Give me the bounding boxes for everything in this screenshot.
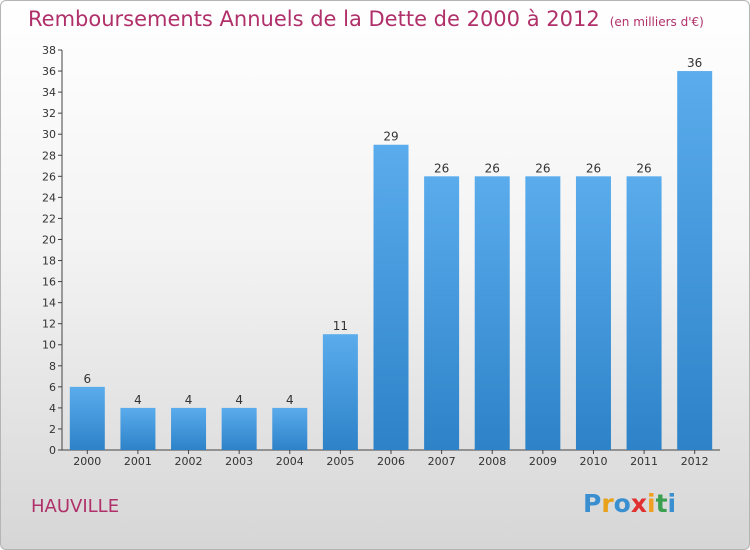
bar: [120, 407, 156, 450]
y-tick-label: 12: [42, 318, 56, 331]
data-label: 26: [434, 161, 449, 175]
data-label: 11: [333, 319, 348, 333]
x-tick-label: 2007: [428, 455, 456, 468]
logo-letter: i: [647, 489, 656, 518]
chart-title: Remboursements Annuels de la Dette de 20…: [28, 7, 704, 31]
x-tick-label: 2002: [175, 455, 203, 468]
data-label: 4: [134, 393, 142, 407]
y-tick-label: 0: [49, 444, 56, 457]
bar: [272, 407, 308, 450]
bar: [373, 144, 409, 450]
data-label: 29: [383, 130, 398, 144]
logo-letter: t: [655, 489, 668, 518]
bar: [474, 176, 510, 450]
title-text: Remboursements Annuels de la Dette de 20…: [28, 7, 600, 31]
x-tick-label: 2001: [124, 455, 152, 468]
x-tick-label: 2009: [529, 455, 557, 468]
x-tick-label: 2005: [326, 455, 354, 468]
bar: [626, 176, 662, 450]
bar: [221, 407, 257, 450]
logo-letter: P: [583, 489, 602, 518]
x-tick-label: 2003: [225, 455, 253, 468]
bar: [424, 176, 460, 450]
x-tick-label: 2011: [630, 455, 658, 468]
data-label: 26: [535, 161, 550, 175]
commune-name: HAUVILLE: [31, 496, 120, 517]
y-tick-label: 10: [42, 339, 56, 352]
y-tick-label: 32: [42, 107, 56, 120]
bar: [171, 407, 207, 450]
bar: [69, 386, 105, 450]
y-tick-label: 14: [42, 297, 56, 310]
data-label: 6: [83, 372, 91, 386]
y-tick-label: 2: [49, 423, 56, 436]
logo-letter: x: [630, 489, 647, 518]
x-tick-label: 2008: [478, 455, 506, 468]
data-label: 4: [235, 393, 243, 407]
y-tick-label: 28: [42, 149, 56, 162]
bar: [525, 176, 561, 450]
x-tick-label: 2012: [681, 455, 709, 468]
y-tick-label: 8: [49, 360, 56, 373]
chart-subtitle: (en milliers d'€): [609, 15, 704, 29]
y-tick-label: 20: [42, 233, 56, 246]
data-label: 26: [586, 161, 601, 175]
bar: [322, 334, 358, 450]
x-tick-label: 2000: [73, 455, 101, 468]
y-tick-label: 18: [42, 255, 56, 268]
y-tick-label: 34: [42, 86, 56, 99]
y-tick-label: 16: [42, 276, 56, 289]
logo-letter: o: [613, 489, 631, 518]
data-label: 26: [636, 161, 651, 175]
data-label: 4: [286, 393, 294, 407]
data-label: 4: [185, 393, 193, 407]
y-tick-label: 6: [49, 381, 56, 394]
y-tick-label: 4: [49, 402, 56, 415]
logo-letter: r: [601, 489, 614, 518]
proxiti-logo: Proxiti: [583, 489, 676, 518]
y-tick-label: 24: [42, 191, 56, 204]
logo-letter: i: [667, 489, 677, 518]
bar: [575, 176, 611, 450]
y-tick-label: 38: [42, 44, 56, 57]
y-tick-label: 22: [42, 212, 56, 225]
x-tick-label: 2004: [276, 455, 304, 468]
y-tick-label: 30: [42, 128, 56, 141]
bar: [677, 71, 713, 450]
data-label: 26: [485, 161, 500, 175]
x-tick-label: 2006: [377, 455, 405, 468]
y-tick-label: 26: [42, 170, 56, 183]
y-tick-label: 36: [42, 65, 56, 78]
data-label: 36: [687, 56, 702, 70]
x-tick-label: 2010: [579, 455, 607, 468]
